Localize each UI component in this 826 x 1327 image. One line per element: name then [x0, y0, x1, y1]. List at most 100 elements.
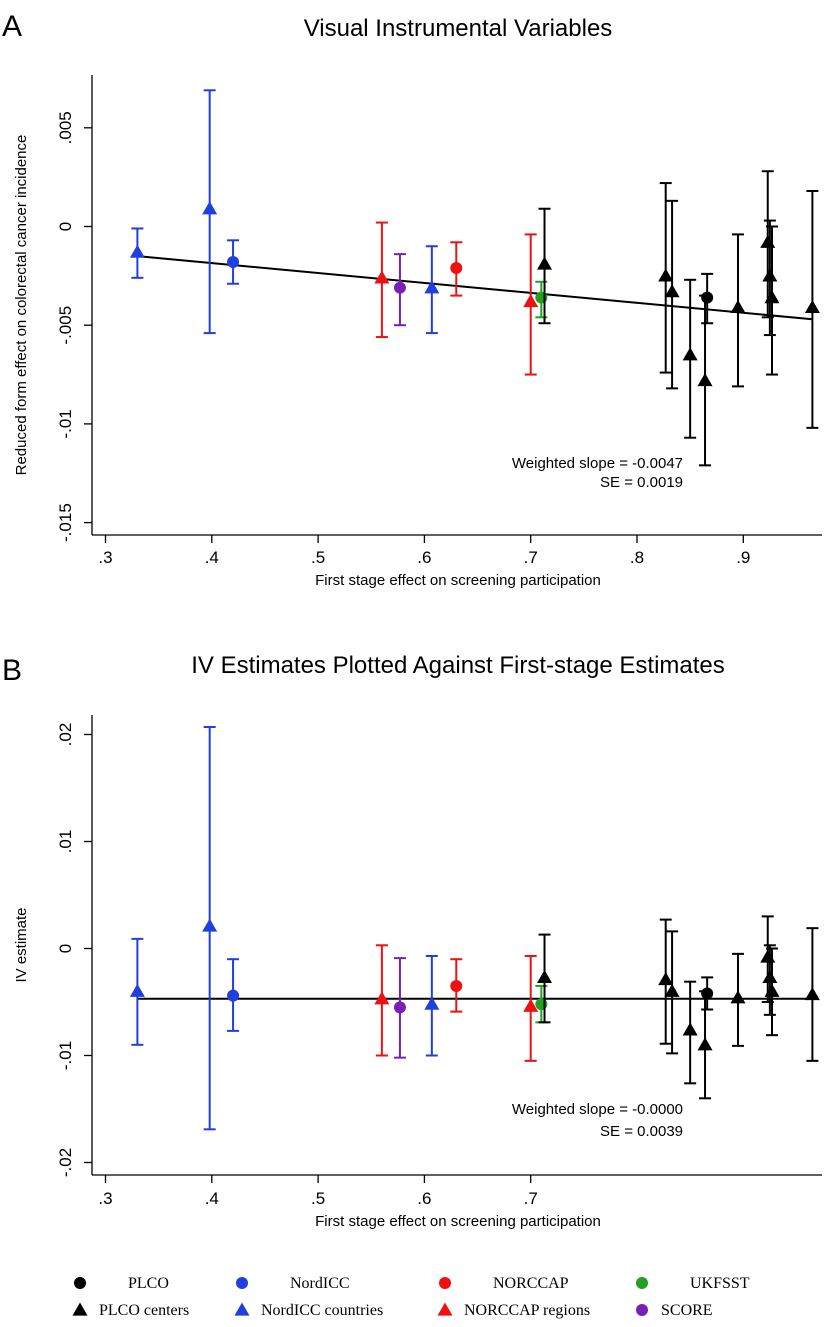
triangle-marker — [682, 1022, 698, 1036]
data-point-nordicc-countries — [424, 245, 440, 335]
triangle-marker — [537, 256, 553, 270]
triangle-marker — [730, 299, 746, 314]
circle-marker — [393, 281, 406, 294]
triangle-marker — [523, 294, 539, 308]
panel-letter: A — [2, 10, 22, 43]
triangle-marker — [764, 290, 780, 304]
legend-circle-icon — [636, 1304, 648, 1316]
data-point-norccap — [450, 958, 463, 1013]
y-tick-label: .02 — [56, 723, 75, 747]
data-point-norccap-regions — [523, 954, 539, 1062]
data-point-plco-centers — [764, 225, 780, 376]
data-point-plco-centers — [697, 990, 713, 1100]
y-axis-label: Reduced form effect on colorectal cancer… — [13, 135, 30, 476]
legend-label: PLCO centers — [99, 1302, 189, 1319]
triangle-marker — [202, 918, 218, 932]
se-annotation: SE = 0.0039 — [600, 1123, 683, 1140]
triangle-marker — [682, 347, 698, 361]
x-tick-label: .6 — [417, 548, 431, 567]
data-point-nordicc-countries — [129, 937, 145, 1046]
data-point-plco-centers — [664, 199, 680, 390]
panel-a: A Visual Instrumental Variables .005 0 -.005… — [2, 10, 822, 589]
legend-item-score: SCORE — [636, 1302, 713, 1319]
circle-marker — [701, 987, 714, 1000]
data-point-plco-centers — [730, 952, 746, 1047]
data-point-plco-centers — [664, 930, 680, 1055]
x-tick-label: .7 — [524, 548, 538, 567]
circle-marker — [450, 979, 463, 992]
data-point-nordicc-countries — [202, 726, 218, 1131]
triangle-marker — [129, 983, 145, 997]
triangle-marker — [424, 280, 440, 294]
circle-marker — [393, 1001, 406, 1014]
y-tick-label: .005 — [56, 111, 75, 144]
circle-marker — [535, 291, 548, 304]
data-point-norccap-regions — [523, 233, 539, 376]
triangle-marker — [374, 991, 390, 1005]
legend-label: SCORE — [661, 1302, 713, 1319]
triangle-marker — [764, 983, 780, 997]
x-tick-label: .4 — [205, 1189, 219, 1208]
data-point-nordicc — [227, 239, 240, 285]
legend-label: NORCCAP — [493, 1275, 569, 1292]
slope-annotation: Weighted slope = -0.0047 — [512, 455, 683, 472]
triangle-marker — [374, 270, 390, 284]
legend-item-nordicc-countries: NordICC countries — [234, 1302, 383, 1319]
chart-title: IV Estimates Plotted Against First-stage… — [191, 652, 725, 679]
fit-line — [137, 255, 813, 321]
legend-item-plco-centers: PLCO centers — [72, 1302, 189, 1319]
legend-triangle-icon — [437, 1302, 453, 1316]
data-point-score — [393, 957, 406, 1059]
se-annotation: SE = 0.0019 — [600, 474, 683, 491]
data-point-ukfsst — [535, 984, 548, 1024]
slope-annotation: Weighted slope = -0.0000 — [512, 1101, 683, 1118]
data-point-nordicc-countries — [129, 227, 145, 279]
data-point-plco-centers — [537, 933, 553, 1024]
y-tick-label: -.01 — [56, 409, 75, 438]
data-point-plco-centers — [682, 980, 698, 1085]
data-point-plco-centers — [804, 189, 820, 429]
data-point-plco-centers — [658, 182, 674, 374]
data-point-plco-centers — [730, 233, 746, 388]
data-point-plco-centers — [762, 944, 778, 1016]
data-point-plco — [701, 272, 714, 325]
circle-marker — [701, 291, 714, 304]
data-point-nordicc-countries — [202, 89, 218, 335]
triangle-marker — [658, 268, 674, 282]
data-point-plco-centers — [762, 219, 778, 337]
x-tick-label: .3 — [98, 548, 112, 567]
data-point-plco-centers — [537, 207, 553, 325]
x-tick-label: .9 — [736, 548, 750, 567]
x-tick-label: .7 — [524, 1189, 538, 1208]
triangle-marker — [523, 998, 539, 1012]
axes — [91, 715, 822, 1176]
circle-marker — [450, 261, 463, 274]
data-point-plco-centers — [764, 947, 780, 1037]
triangle-marker — [537, 969, 553, 984]
y-axis-label: IV estimate — [13, 907, 30, 982]
x-tick-label: .8 — [630, 548, 644, 567]
data-point-norccap-regions — [374, 944, 390, 1057]
circle-marker — [227, 989, 240, 1002]
x-axis-label: First stage effect on screening particip… — [315, 572, 601, 589]
triangle-marker — [664, 284, 680, 298]
triangle-marker — [730, 990, 746, 1004]
data-point-nordicc — [227, 958, 240, 1032]
x-tick-label: .5 — [311, 548, 325, 567]
legend-circle-icon — [439, 1277, 451, 1289]
y-tick-label: .01 — [56, 830, 75, 854]
circle-marker — [535, 998, 548, 1011]
circle-marker — [227, 256, 240, 269]
legend-label: NordICC countries — [261, 1302, 383, 1319]
y-tick-label: -.005 — [56, 306, 75, 345]
triangle-marker — [804, 987, 820, 1001]
y-tick-label: -.02 — [56, 1148, 75, 1177]
y-tick-label: 0 — [56, 222, 75, 231]
legend-label: NORCCAP regions — [464, 1302, 590, 1319]
panel-b: B IV Estimates Plotted Against First-stag… — [2, 652, 822, 1230]
triangle-marker — [664, 983, 680, 997]
data-point-nordicc-countries — [424, 954, 440, 1057]
legend-item-ukfsst: UKFSST — [636, 1275, 750, 1292]
x-tick-label: .4 — [205, 548, 219, 567]
